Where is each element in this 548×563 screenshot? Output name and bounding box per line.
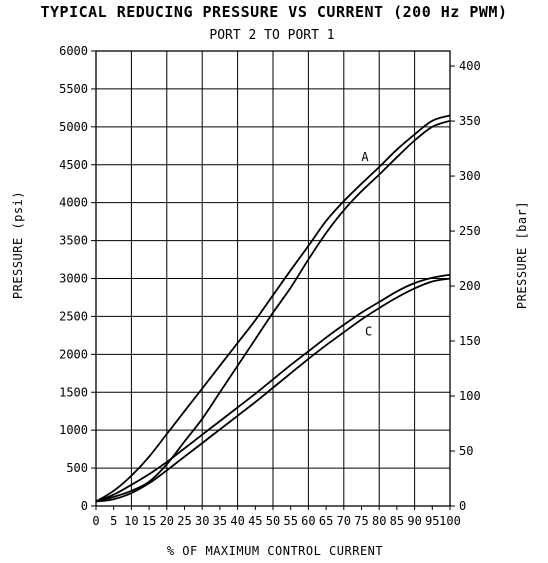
x-tick-label: 95 bbox=[425, 514, 439, 528]
series-c-upper-curve bbox=[95, 273, 451, 503]
y-right-tick-label: 150 bbox=[459, 334, 481, 348]
y-right-tick-label: 100 bbox=[459, 389, 481, 403]
y-tick-label: 3000 bbox=[59, 272, 88, 286]
y-tick-label: 5500 bbox=[59, 82, 88, 96]
series-curves: AC bbox=[95, 114, 451, 503]
x-tick-label: 5 bbox=[110, 514, 117, 528]
y-axis-ticks-right: 0 50 100 150 200 250 300 350 400 bbox=[450, 59, 481, 513]
y-right-tick-label: 250 bbox=[459, 224, 481, 238]
x-tick-label: 45 bbox=[248, 514, 262, 528]
x-tick-label: 20 bbox=[160, 514, 174, 528]
y-tick-label: 0 bbox=[81, 499, 88, 513]
x-tick-label: 70 bbox=[337, 514, 351, 528]
y-tick-label: 3500 bbox=[59, 234, 88, 248]
x-tick-label: 10 bbox=[124, 514, 138, 528]
y-right-tick-label: 300 bbox=[459, 169, 481, 183]
x-tick-label: 80 bbox=[372, 514, 386, 528]
y-axis-label-left: PRESSURE (psi) bbox=[11, 191, 25, 299]
x-tick-label: 25 bbox=[177, 514, 191, 528]
y-tick-label: 4500 bbox=[59, 158, 88, 172]
chart-title: TYPICAL REDUCING PRESSURE VS CURRENT (20… bbox=[40, 3, 507, 21]
x-tick-label: 85 bbox=[390, 514, 404, 528]
y-tick-label: 2500 bbox=[59, 309, 88, 323]
y-tick-label: 5000 bbox=[59, 120, 88, 134]
y-right-tick-label: 50 bbox=[459, 444, 473, 458]
x-tick-label: 40 bbox=[230, 514, 244, 528]
y-right-tick-label: 400 bbox=[459, 59, 481, 73]
x-tick-label: 75 bbox=[354, 514, 368, 528]
x-tick-label: 90 bbox=[407, 514, 421, 528]
y-right-tick-label: 350 bbox=[459, 114, 481, 128]
y-right-tick-label: 0 bbox=[459, 499, 466, 513]
y-tick-label: 2000 bbox=[59, 347, 88, 361]
series-c-lower-curve bbox=[95, 277, 451, 503]
x-tick-label: 30 bbox=[195, 514, 209, 528]
x-tick-label: 50 bbox=[266, 514, 280, 528]
y-right-tick-label: 200 bbox=[459, 279, 481, 293]
x-tick-label: 15 bbox=[142, 514, 156, 528]
grid-lines bbox=[96, 51, 450, 506]
chart-subtitle: PORT 2 TO PORT 1 bbox=[209, 28, 334, 43]
x-tick-label: 65 bbox=[319, 514, 333, 528]
y-axis-ticks-left: 0 500 1000 1500 2000 2500 3000 3500 4000 4500 5000… bbox=[59, 44, 96, 513]
x-tick-label: 0 bbox=[92, 514, 99, 528]
x-axis-ticks: 0 5 10 15 20 25 30 35 40 45 50 55 60 65 70 75 80 85 90 95 10… bbox=[92, 506, 461, 528]
y-tick-label: 4000 bbox=[59, 196, 88, 210]
x-axis-label: % OF MAXIMUM CONTROL CURRENT bbox=[167, 544, 383, 558]
series-a-upper-curve bbox=[95, 114, 451, 503]
y-tick-label: 1000 bbox=[59, 423, 88, 437]
series-c-label: C bbox=[365, 324, 372, 338]
y-tick-label: 6000 bbox=[59, 44, 88, 58]
x-tick-label: 100 bbox=[439, 514, 461, 528]
x-tick-label: 55 bbox=[283, 514, 297, 528]
x-tick-label: 35 bbox=[213, 514, 227, 528]
x-tick-label: 60 bbox=[301, 514, 315, 528]
y-axis-label-right: PRESSURE [bar] bbox=[515, 201, 529, 309]
y-tick-label: 1500 bbox=[59, 385, 88, 399]
series-a-lower-curve bbox=[95, 119, 451, 503]
y-tick-label: 500 bbox=[66, 461, 88, 475]
series-a-label: A bbox=[361, 150, 369, 164]
